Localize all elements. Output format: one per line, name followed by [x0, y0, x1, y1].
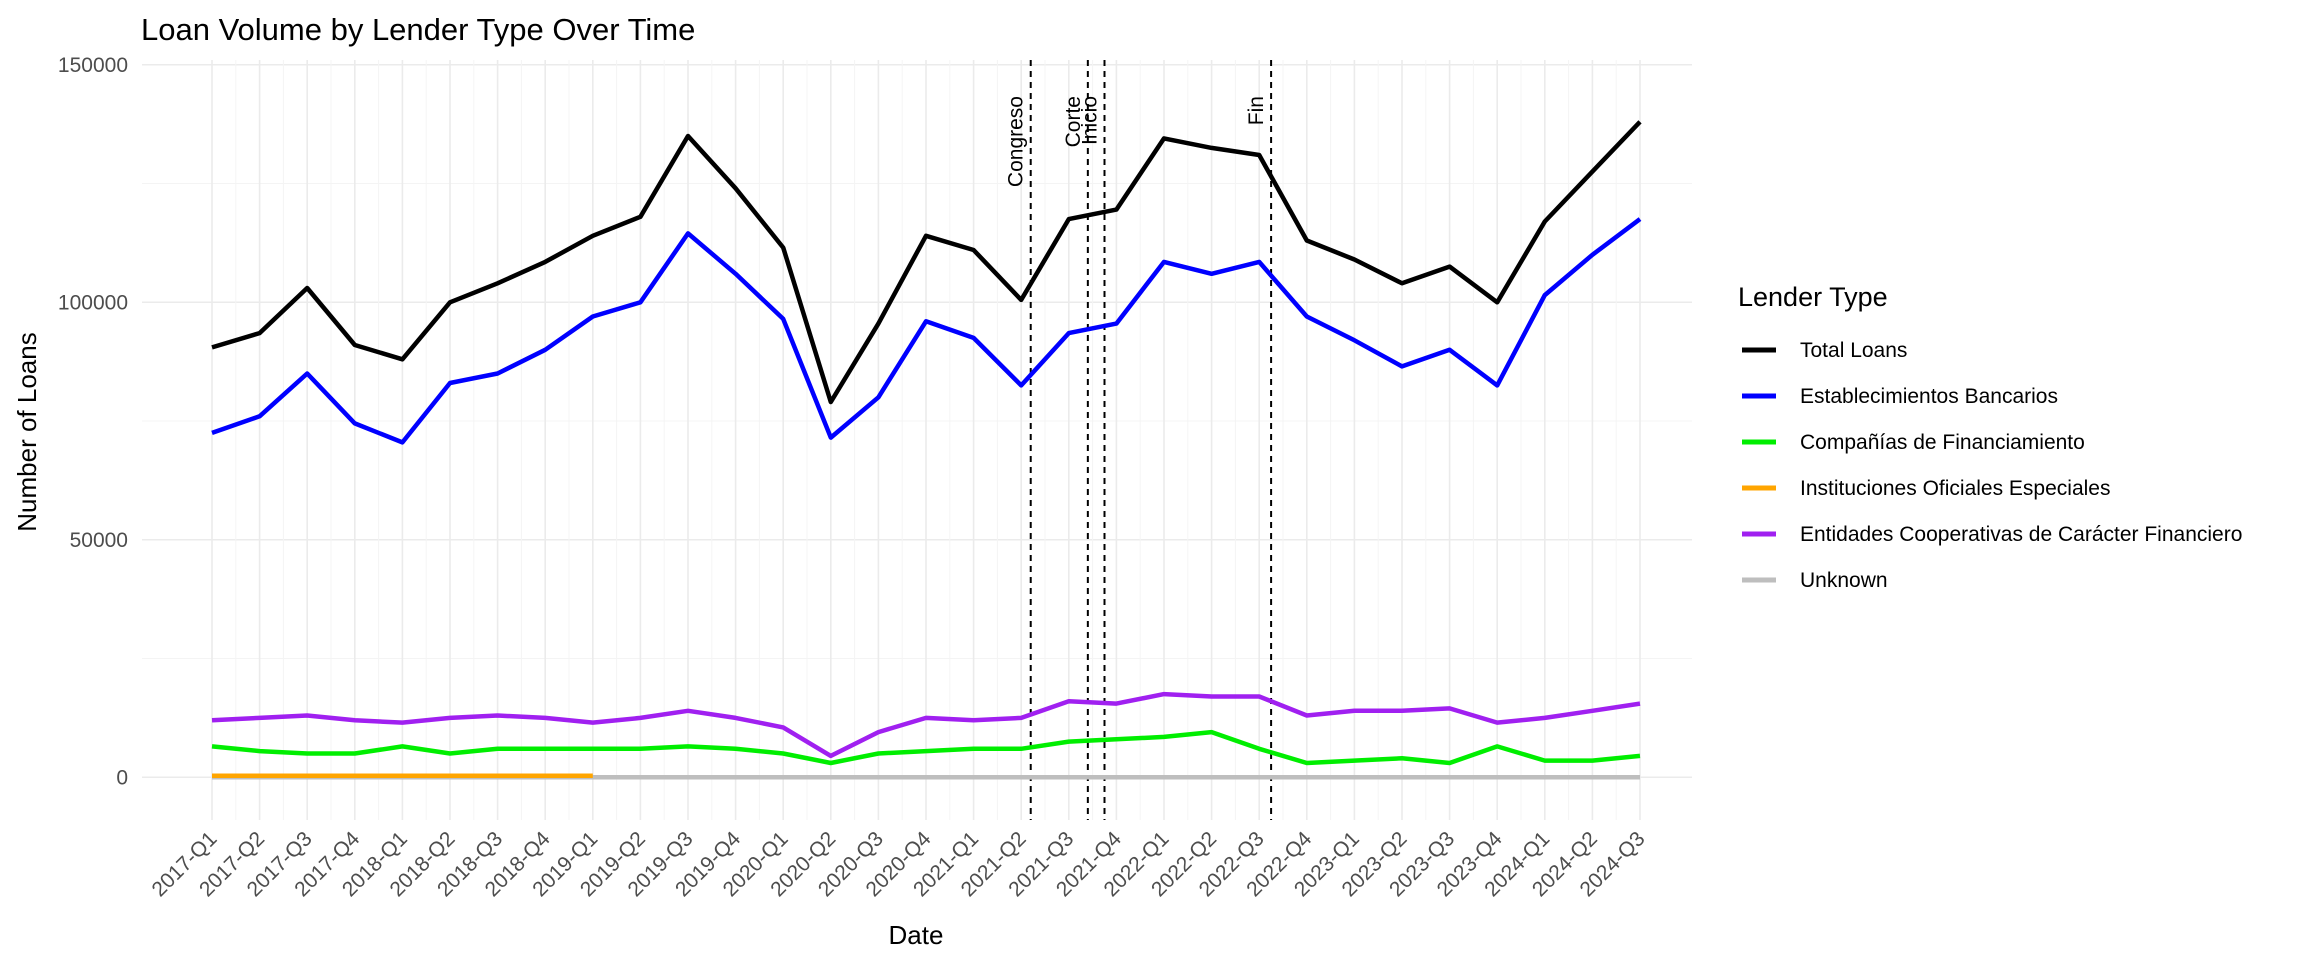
chart-title: Loan Volume by Lender Type Over Time [141, 12, 695, 47]
legend-label: Compañías de Financiamiento [1800, 431, 2085, 454]
legend-label: Entidades Cooperativas de Carácter Finan… [1800, 523, 2242, 546]
legend-label: Establecimientos Bancarios [1800, 385, 2058, 408]
y-tick-label: 150000 [58, 54, 128, 77]
series-lines [211, 120, 1642, 780]
series-line [211, 217, 1642, 445]
event-label: Fin [1245, 96, 1268, 125]
series-line [211, 120, 1642, 405]
series-line [211, 729, 1641, 766]
y-tick-label: 0 [116, 766, 128, 789]
legend-label: Unknown [1800, 569, 1888, 592]
event-label: Congreso [1005, 96, 1028, 187]
x-axis-ticks: 2017-Q12017-Q22017-Q32017-Q42018-Q12018-… [147, 827, 1649, 901]
y-tick-label: 50000 [70, 529, 128, 552]
y-axis-title: Number of Loans [12, 332, 42, 531]
legend: Lender Type Total Loans Establecimientos … [1738, 282, 2242, 592]
grid [142, 60, 1692, 820]
series-line [211, 691, 1641, 759]
event-label: Inicio [1079, 96, 1102, 145]
legend-label: Total Loans [1800, 339, 1907, 362]
legend-label: Instituciones Oficiales Especiales [1800, 477, 2110, 500]
y-axis-ticks: 0 50000 100000 150000 [58, 54, 128, 790]
x-axis-title: Date [889, 920, 944, 950]
y-tick-label: 100000 [58, 291, 128, 314]
event-label: Corte [1062, 96, 1085, 147]
legend-title: Lender Type [1738, 282, 1888, 312]
